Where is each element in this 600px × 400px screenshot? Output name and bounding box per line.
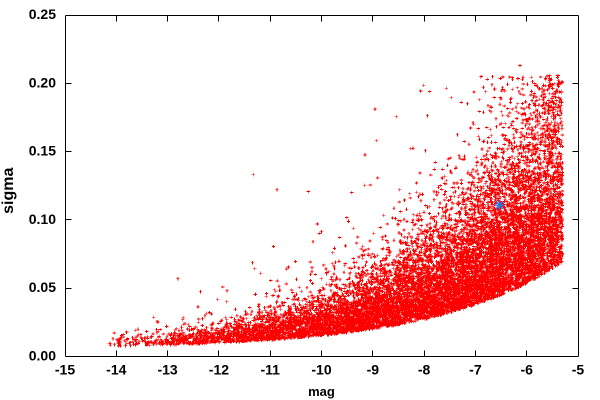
svg-text:-5: -5 — [572, 362, 585, 378]
svg-text:0.25: 0.25 — [29, 6, 56, 22]
svg-text:0.15: 0.15 — [29, 143, 56, 159]
svg-text:0.20: 0.20 — [29, 74, 56, 90]
svg-text:sigma: sigma — [0, 168, 17, 214]
svg-text:-15: -15 — [55, 362, 75, 378]
svg-text:0.10: 0.10 — [29, 211, 56, 227]
svg-text:-14: -14 — [106, 362, 126, 378]
svg-text:-8: -8 — [418, 362, 431, 378]
svg-text:-12: -12 — [209, 362, 229, 378]
svg-text:-13: -13 — [157, 362, 177, 378]
svg-text:-6: -6 — [520, 362, 533, 378]
svg-text:-10: -10 — [311, 362, 331, 378]
svg-text:-9: -9 — [367, 362, 380, 378]
svg-text:0.00: 0.00 — [29, 348, 56, 364]
svg-text:-11: -11 — [260, 362, 280, 378]
svg-text:-7: -7 — [469, 362, 482, 378]
svg-text:mag: mag — [308, 384, 335, 399]
svg-text:0.05: 0.05 — [29, 279, 56, 295]
